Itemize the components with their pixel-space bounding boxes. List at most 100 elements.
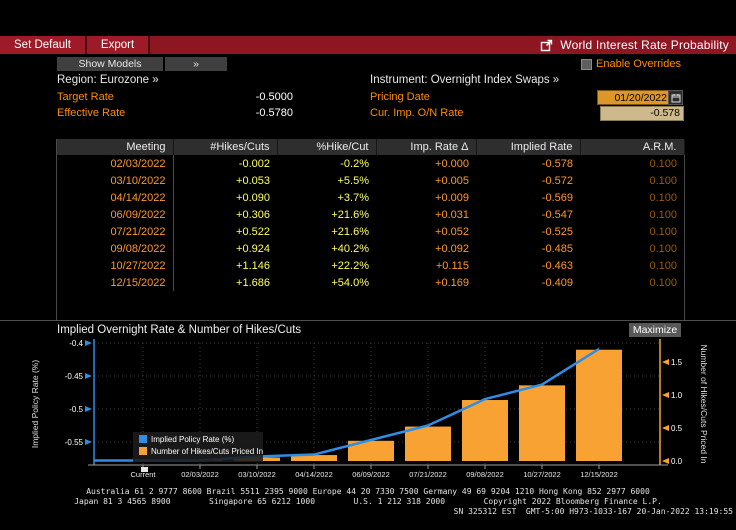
table-cell: -0.485: [541, 242, 573, 255]
svg-text:04/14/2022: 04/14/2022: [295, 470, 333, 479]
table-cell: +0.005: [435, 174, 469, 187]
svg-text:07/21/2022: 07/21/2022: [409, 470, 447, 479]
column-header[interactable]: Implied Rate: [476, 139, 581, 155]
footer-phone-line1: Australia 61 2 9777 8600 Brazil 5511 239…: [86, 487, 650, 496]
table-cell: +0.052: [435, 225, 469, 238]
right-axis-title: Number of Hikes/Cuts Priced In: [699, 344, 709, 463]
maximize-button[interactable]: Maximize: [629, 323, 681, 337]
effective-rate-label: Effective Rate: [57, 107, 126, 119]
svg-text:Current: Current: [130, 470, 156, 479]
svg-text:0.5: 0.5: [671, 424, 683, 433]
popout-icon[interactable]: [540, 39, 553, 52]
rate-table-body: 02/03/2022 -0.002 -0.2% +0.000 -0.578 0.100 03…: [57, 155, 684, 291]
right-axis: 1.5 1.0 0.5 0.0 Number of Hikes/Cuts Priced …: [659, 339, 709, 466]
chart-title: Implied Overnight Rate & Number of Hikes…: [57, 324, 302, 336]
table-cell: 0.100: [649, 208, 677, 221]
table-cell: -0.547: [541, 208, 573, 221]
svg-text:12/15/2022: 12/15/2022: [580, 470, 618, 479]
svg-text:Implied Policy Rate (%): Implied Policy Rate (%): [151, 435, 234, 444]
table-cell: -0.569: [541, 191, 573, 204]
table-cell: -0.2%: [340, 157, 369, 170]
pricing-date-label: Pricing Date: [370, 91, 430, 103]
region-selector[interactable]: Region: Eurozone »: [57, 74, 159, 86]
svg-text:Number of Hikes/Cuts Priced In: Number of Hikes/Cuts Priced In: [151, 447, 263, 456]
table-cell: 0.100: [649, 174, 677, 187]
chart-legend: Implied Policy Rate (%) Number of Hikes/C…: [133, 432, 263, 462]
expand-models-button[interactable]: »: [165, 57, 227, 71]
svg-text:09/08/2022: 09/08/2022: [466, 470, 504, 479]
pricing-date-input[interactable]: [597, 90, 671, 105]
table-cell: +0.115: [435, 259, 469, 272]
cur-imp-rate-label: Cur. Imp. O/N Rate: [370, 107, 464, 119]
table-cell: +0.924: [236, 242, 270, 255]
table-cell: +0.522: [236, 225, 270, 238]
column-header[interactable]: Imp. Rate Δ: [376, 139, 477, 155]
target-rate-value: -0.5000: [255, 91, 293, 103]
table-cell: -0.578: [541, 157, 573, 170]
svg-text:-0.4: -0.4: [69, 339, 83, 348]
table-cell: 0.100: [649, 225, 677, 238]
table-cell: -0.572: [541, 174, 573, 187]
show-models-button[interactable]: Show Models: [57, 57, 163, 71]
table-cell: +0.169: [435, 276, 469, 289]
table-cell: 12/15/2022: [57, 274, 174, 291]
meetings-table: Meeting #Hikes/Cuts %Hike/Cut Imp. Rate Δ Im…: [56, 139, 685, 320]
table-cell: +1.146: [236, 259, 270, 272]
column-header[interactable]: %Hike/Cut: [277, 139, 377, 155]
column-header[interactable]: A.R.M.: [580, 139, 685, 155]
svg-text:06/09/2022: 06/09/2022: [352, 470, 390, 479]
left-axis: -0.4 -0.45 -0.5 -0.55 Implied Policy Rate (%…: [30, 339, 95, 465]
chart-section: Implied Overnight Rate & Number of Hikes…: [0, 320, 736, 484]
table-cell: 0.100: [649, 242, 677, 255]
table-cell: +0.090: [236, 191, 270, 204]
table-row: 09/08/2022 +0.924 +40.2% +0.092 -0.485 0.100: [57, 240, 684, 257]
enable-overrides-label: Enable Overrides: [596, 58, 681, 70]
table-cell: 03/10/2022: [57, 172, 174, 189]
table-row: 02/03/2022 -0.002 -0.2% +0.000 -0.578 0.100: [57, 155, 684, 172]
chart-svg: -0.4 -0.45 -0.5 -0.55 Implied Policy Rate (%…: [30, 339, 709, 479]
axis-scroll-handle[interactable]: [141, 467, 148, 472]
export-button[interactable]: Export: [86, 36, 151, 54]
table-cell: 09/08/2022: [57, 240, 174, 257]
table-cell: +0.053: [236, 174, 270, 187]
instrument-selector[interactable]: Instrument: Overnight Index Swaps »: [370, 74, 560, 86]
target-rate-label: Target Rate: [57, 91, 114, 103]
table-cell: 0.100: [649, 191, 677, 204]
table-cell: 0.100: [649, 276, 677, 289]
table-cell: 0.100: [649, 259, 677, 272]
table-cell: 02/03/2022: [57, 155, 174, 172]
table-cell: 04/14/2022: [57, 189, 174, 206]
table-row: 03/10/2022 +0.053 +5.5% +0.005 -0.572 0.100: [57, 172, 684, 189]
table-cell: +21.6%: [331, 208, 369, 221]
svg-text:10/27/2022: 10/27/2022: [523, 470, 561, 479]
cur-imp-rate-value: -0.578: [600, 106, 684, 121]
toolbar: Set Default Export World Interest Rate P…: [0, 36, 736, 54]
footer-phone-line2: Japan 81 3 4565 8900 Singapore 65 6212 1…: [74, 497, 662, 506]
table-cell: 0.100: [649, 157, 677, 170]
table-cell: +0.306: [236, 208, 270, 221]
enable-overrides-checkbox[interactable]: [581, 58, 592, 70]
table-cell: 06/09/2022: [57, 206, 174, 223]
table-cell: -0.525: [541, 225, 573, 238]
table-header-row: Meeting #Hikes/Cuts %Hike/Cut Imp. Rate Δ Im…: [57, 139, 685, 155]
footer: Australia 61 2 9777 8600 Brazil 5511 239…: [0, 487, 736, 517]
table-row: 06/09/2022 +0.306 +21.6% +0.031 -0.547 0.100: [57, 206, 684, 223]
table-cell: 07/21/2022: [57, 223, 174, 240]
svg-text:03/10/2022: 03/10/2022: [238, 470, 276, 479]
table-cell: +22.2%: [331, 259, 369, 272]
table-cell: -0.409: [541, 276, 573, 289]
set-default-button[interactable]: Set Default: [0, 36, 87, 54]
table-row: 10/27/2022 +1.146 +22.2% +0.115 -0.463 0.100: [57, 257, 684, 274]
table-cell: +0.092: [435, 242, 469, 255]
enable-overrides: Enable Overrides: [581, 57, 681, 71]
table-cell: +0.009: [435, 191, 469, 204]
toolbar-title-area: World Interest Rate Probability: [540, 36, 736, 54]
calendar-icon[interactable]: [668, 90, 683, 105]
table-cell: +1.686: [236, 276, 270, 289]
left-axis-title: Implied Policy Rate (%): [30, 360, 40, 449]
svg-text:0.0: 0.0: [671, 457, 683, 466]
column-header[interactable]: Meeting: [57, 139, 174, 155]
table-cell: +40.2%: [331, 242, 369, 255]
table-row: 07/21/2022 +0.522 +21.6% +0.052 -0.525 0.100: [57, 223, 684, 240]
column-header[interactable]: #Hikes/Cuts: [173, 139, 278, 155]
